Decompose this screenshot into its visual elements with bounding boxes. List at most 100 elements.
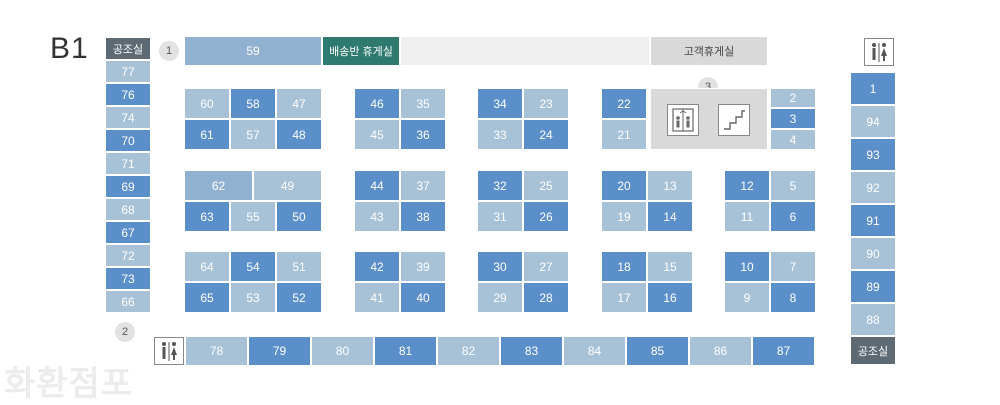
store-80[interactable]: 80: [311, 336, 374, 366]
store-67[interactable]: 67: [105, 221, 151, 244]
store-92[interactable]: 92: [850, 171, 896, 204]
store-19[interactable]: 19: [601, 201, 647, 232]
store-41[interactable]: 41: [354, 282, 400, 313]
store-27[interactable]: 27: [523, 251, 569, 282]
floor-label: B1: [50, 32, 89, 65]
store-32[interactable]: 32: [477, 170, 523, 201]
store-9[interactable]: 9: [724, 282, 770, 313]
store-78[interactable]: 78: [185, 336, 248, 366]
store-60[interactable]: 60: [184, 88, 230, 119]
store-16[interactable]: 16: [647, 282, 693, 313]
store-61[interactable]: 61: [184, 119, 230, 150]
store-86[interactable]: 86: [689, 336, 752, 366]
stairs-icon: [718, 104, 750, 136]
store-28[interactable]: 28: [523, 282, 569, 313]
store-43[interactable]: 43: [354, 201, 400, 232]
store-89[interactable]: 89: [850, 270, 896, 303]
store-40[interactable]: 40: [400, 282, 446, 313]
store-58[interactable]: 58: [230, 88, 276, 119]
store-71[interactable]: 71: [105, 152, 151, 175]
store-1[interactable]: 1: [850, 72, 896, 105]
store-46[interactable]: 46: [354, 88, 400, 119]
watermark: 화환점포: [4, 365, 134, 403]
store-23[interactable]: 23: [523, 88, 569, 119]
elevator-icon: [667, 104, 699, 136]
store-5[interactable]: 5: [770, 170, 816, 201]
store-34[interactable]: 34: [477, 88, 523, 119]
store-37[interactable]: 37: [400, 170, 446, 201]
store-85[interactable]: 85: [626, 336, 689, 366]
store-26[interactable]: 26: [523, 201, 569, 232]
store-20[interactable]: 20: [601, 170, 647, 201]
store-55[interactable]: 55: [230, 201, 276, 232]
store-65[interactable]: 65: [184, 282, 230, 313]
store-50[interactable]: 50: [276, 201, 322, 232]
store-48[interactable]: 48: [276, 119, 322, 150]
store-44[interactable]: 44: [354, 170, 400, 201]
store-45[interactable]: 45: [354, 119, 400, 150]
store-54[interactable]: 54: [230, 251, 276, 282]
store-87[interactable]: 87: [752, 336, 815, 366]
store-39[interactable]: 39: [400, 251, 446, 282]
store-59[interactable]: 59: [184, 36, 322, 66]
store-33[interactable]: 33: [477, 119, 523, 150]
store-52[interactable]: 52: [276, 282, 322, 313]
restroom-icon: [864, 38, 894, 66]
store-93[interactable]: 93: [850, 138, 896, 171]
store-72[interactable]: 72: [105, 244, 151, 267]
store-31[interactable]: 31: [477, 201, 523, 232]
store-42[interactable]: 42: [354, 251, 400, 282]
store-70[interactable]: 70: [105, 129, 151, 152]
store-79[interactable]: 79: [248, 336, 311, 366]
store-73[interactable]: 73: [105, 267, 151, 290]
store-84[interactable]: 84: [563, 336, 626, 366]
store-49[interactable]: 49: [253, 170, 322, 201]
store-38[interactable]: 38: [400, 201, 446, 232]
delivery-lounge: 배송반 휴게실: [322, 36, 400, 66]
store-21[interactable]: 21: [601, 119, 647, 150]
store-62[interactable]: 62: [184, 170, 253, 201]
store-51[interactable]: 51: [276, 251, 322, 282]
store-3[interactable]: 3: [770, 108, 816, 129]
store-18[interactable]: 18: [601, 251, 647, 282]
store-13[interactable]: 13: [647, 170, 693, 201]
store-82[interactable]: 82: [437, 336, 500, 366]
store-91[interactable]: 91: [850, 204, 896, 237]
store-90[interactable]: 90: [850, 237, 896, 270]
store-4[interactable]: 4: [770, 129, 816, 150]
store-25[interactable]: 25: [523, 170, 569, 201]
store-94[interactable]: 94: [850, 105, 896, 138]
store-66[interactable]: 66: [105, 290, 151, 313]
store-7[interactable]: 7: [770, 251, 816, 282]
store-77[interactable]: 77: [105, 60, 151, 83]
store-81[interactable]: 81: [374, 336, 437, 366]
store-47[interactable]: 47: [276, 88, 322, 119]
store-35[interactable]: 35: [400, 88, 446, 119]
store-6[interactable]: 6: [770, 201, 816, 232]
store-57[interactable]: 57: [230, 119, 276, 150]
store-10[interactable]: 10: [724, 251, 770, 282]
store-53[interactable]: 53: [230, 282, 276, 313]
store-83[interactable]: 83: [500, 336, 563, 366]
store-64[interactable]: 64: [184, 251, 230, 282]
store-29[interactable]: 29: [477, 282, 523, 313]
store-22[interactable]: 22: [601, 88, 647, 119]
store-8[interactable]: 8: [770, 282, 816, 313]
customer-lounge: 고객휴게실: [650, 36, 768, 66]
store-76[interactable]: 76: [105, 83, 151, 106]
store-36[interactable]: 36: [400, 119, 446, 150]
store-30[interactable]: 30: [477, 251, 523, 282]
store-68[interactable]: 68: [105, 198, 151, 221]
store-2[interactable]: 2: [770, 88, 816, 108]
store-17[interactable]: 17: [601, 282, 647, 313]
store-63[interactable]: 63: [184, 201, 230, 232]
store-12[interactable]: 12: [724, 170, 770, 201]
store-88[interactable]: 88: [850, 303, 896, 336]
store-24[interactable]: 24: [523, 119, 569, 150]
store-74[interactable]: 74: [105, 106, 151, 129]
store-69[interactable]: 69: [105, 175, 151, 198]
store-11[interactable]: 11: [724, 201, 770, 232]
restroom-icon: [154, 337, 184, 365]
store-14[interactable]: 14: [647, 201, 693, 232]
store-15[interactable]: 15: [647, 251, 693, 282]
